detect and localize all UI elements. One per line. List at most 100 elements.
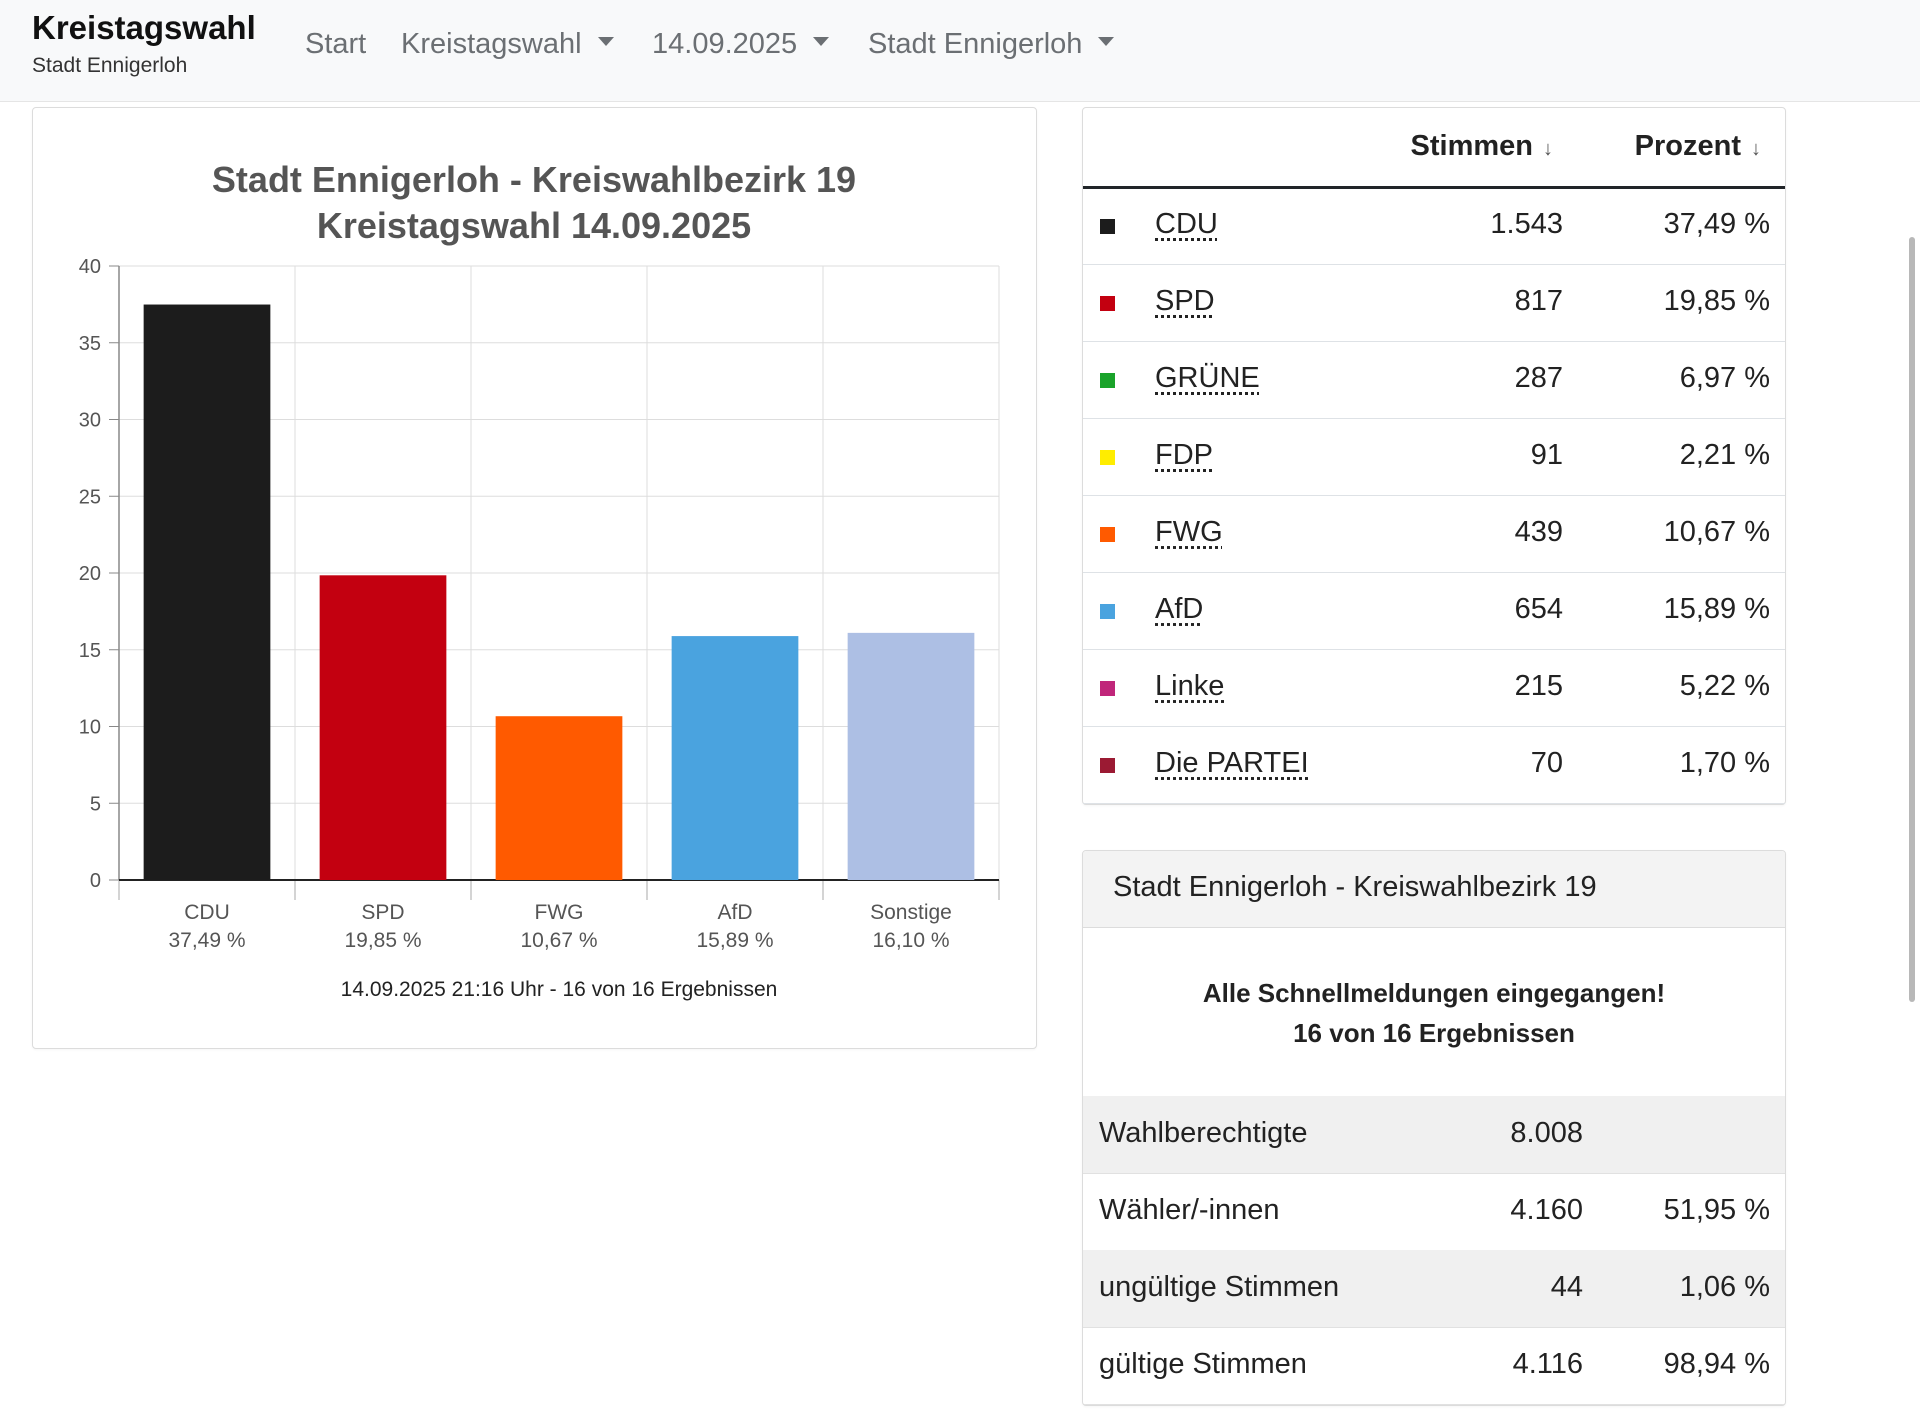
chevron-down-icon[interactable] xyxy=(597,36,614,46)
percent-header-label[interactable]: Prozent xyxy=(1634,130,1741,162)
party-color-swatch xyxy=(1100,527,1115,542)
table-row: CDU 1.543 37,49 % xyxy=(1083,188,1785,265)
chevron-down-icon[interactable] xyxy=(813,36,830,46)
nav-date-dropdown[interactable]: 14.09.2025 xyxy=(652,24,830,64)
brand-title[interactable]: Kreistagswahl xyxy=(32,9,256,46)
bar-spd xyxy=(319,575,447,880)
votes-header-label[interactable]: Stimmen xyxy=(1410,130,1533,162)
y-tick-label: 40 xyxy=(79,256,101,278)
table-row: Linke 215 5,22 % xyxy=(1083,650,1785,727)
x-category-label: SPD xyxy=(361,901,404,924)
summary-row-label: ungültige Stimmen xyxy=(1099,1271,1340,1303)
x-category-label: FWG xyxy=(535,901,584,924)
brand-subtitle[interactable]: Stadt Ennigerloh xyxy=(32,54,188,77)
votes-column-header[interactable]: Stimmen ↓ xyxy=(1411,130,1553,163)
y-tick-label: 15 xyxy=(79,640,101,662)
party-color-swatch xyxy=(1100,219,1115,234)
bar-chart: Stadt Ennigerloh - Kreiswahlbezirk 19 Kr… xyxy=(79,159,1000,1001)
summary-row: Wahlberechtigte 8.008 xyxy=(1083,1096,1785,1174)
party-votes: 1.543 xyxy=(1490,208,1563,240)
summary-row: gültige Stimmen 4.116 98,94 % xyxy=(1083,1327,1785,1405)
nav-area-dropdown[interactable]: Stadt Ennigerloh xyxy=(868,24,1115,64)
status-message-line2: 16 von 16 Ergebnissen xyxy=(1293,1018,1575,1048)
party-votes: 817 xyxy=(1514,285,1563,317)
party-votes: 215 xyxy=(1514,670,1563,702)
party-percent: 19,85 % xyxy=(1663,285,1770,317)
x-category-label: AfD xyxy=(717,901,752,924)
table-row: Die PARTEI 70 1,70 % xyxy=(1083,727,1785,804)
party-votes: 70 xyxy=(1530,747,1563,779)
party-color-swatch xyxy=(1100,373,1115,388)
party-name-link[interactable]: FWG xyxy=(1155,516,1223,548)
x-category-label: Sonstige xyxy=(870,901,952,924)
x-category-value-label: 19,85 % xyxy=(344,929,421,952)
summary-row-value: 4.160 xyxy=(1510,1194,1583,1226)
bar-afd xyxy=(671,636,799,880)
summary-row-percent: 51,95 % xyxy=(1663,1194,1770,1226)
bar-cdu xyxy=(143,304,271,880)
chart-title: Stadt Ennigerloh - Kreiswahlbezirk 19 xyxy=(212,159,856,200)
party-percent: 10,67 % xyxy=(1663,516,1770,548)
bar-sonstige xyxy=(847,632,975,880)
table-row: FWG 439 10,67 % xyxy=(1083,496,1785,573)
party-name-link[interactable]: AfD xyxy=(1155,593,1204,625)
party-color-swatch xyxy=(1100,681,1115,696)
summary-row-percent: 1,06 % xyxy=(1679,1271,1770,1303)
summary-header: Stadt Ennigerloh - Kreiswahlbezirk 19 xyxy=(1083,851,1785,928)
summary-card: Stadt Ennigerloh - Kreiswahlbezirk 19 Al… xyxy=(1082,850,1786,1406)
party-votes: 654 xyxy=(1514,593,1563,625)
y-tick-label: 5 xyxy=(90,793,101,815)
nav-election-label[interactable]: Kreistagswahl xyxy=(401,28,582,60)
table-row: FDP 91 2,21 % xyxy=(1083,419,1785,496)
y-tick-label: 35 xyxy=(79,333,101,355)
x-category-label: CDU xyxy=(184,901,230,924)
sort-arrow-icon[interactable]: ↓ xyxy=(1751,138,1761,160)
chart-footer: 14.09.2025 21:16 Uhr - 16 von 16 Ergebni… xyxy=(341,978,778,1001)
y-tick-label: 20 xyxy=(79,563,101,585)
party-name-link[interactable]: CDU xyxy=(1155,208,1218,240)
party-percent: 2,21 % xyxy=(1679,439,1770,471)
results-table: Stimmen ↓ Prozent ↓ CDU 1.543 37,49 % SPD 817 1… xyxy=(1082,107,1786,805)
summary-row: ungültige Stimmen 44 1,06 % xyxy=(1083,1250,1785,1328)
party-percent: 1,70 % xyxy=(1679,747,1770,779)
chevron-down-icon[interactable] xyxy=(1098,36,1115,46)
party-name-link[interactable]: FDP xyxy=(1155,439,1213,471)
nav-area-label[interactable]: Stadt Ennigerloh xyxy=(868,28,1083,60)
nav-start[interactable]: Start xyxy=(305,24,366,64)
party-name-link[interactable]: Die PARTEI xyxy=(1155,747,1309,779)
table-header: Stimmen ↓ Prozent ↓ xyxy=(1083,108,1785,189)
x-category-value-label: 15,89 % xyxy=(696,929,773,952)
table-row: AfD 654 15,89 % xyxy=(1083,573,1785,650)
status-message-line1: Alle Schnellmeldungen eingegangen! xyxy=(1202,978,1666,1008)
summary-row-label: gültige Stimmen xyxy=(1099,1348,1307,1380)
party-name-link[interactable]: Linke xyxy=(1155,670,1225,702)
chart-card: Stadt Ennigerloh - Kreiswahlbezirk 19 Kr… xyxy=(32,107,1037,1049)
brand[interactable]: Kreistagswahl Stadt Ennigerloh xyxy=(32,8,256,80)
party-percent: 6,97 % xyxy=(1679,362,1770,394)
summary-title: Stadt Ennigerloh - Kreiswahlbezirk 19 xyxy=(1113,871,1597,903)
nav-start-label[interactable]: Start xyxy=(305,28,367,60)
percent-column-header[interactable]: Prozent ↓ xyxy=(1635,130,1761,163)
page-scrollbar[interactable] xyxy=(1909,237,1915,1002)
bar-fwg xyxy=(495,716,623,880)
x-category-value-label: 37,49 % xyxy=(168,929,245,952)
status-message: Alle Schnellmeldungen eingegangen! 16 vo… xyxy=(1083,973,1785,1053)
summary-row-percent: 98,94 % xyxy=(1663,1348,1770,1380)
nav-election-dropdown[interactable]: Kreistagswahl xyxy=(401,24,614,64)
party-name-link[interactable]: GRÜNE xyxy=(1155,362,1260,394)
summary-row-value: 4.116 xyxy=(1512,1348,1583,1380)
nav-date-label[interactable]: 14.09.2025 xyxy=(652,28,798,60)
summary-row-label: Wähler/-innen xyxy=(1099,1194,1280,1226)
party-name-link[interactable]: SPD xyxy=(1155,285,1215,317)
party-color-swatch xyxy=(1100,604,1115,619)
summary-row: Wähler/-innen 4.160 51,95 % xyxy=(1083,1173,1785,1251)
party-percent: 5,22 % xyxy=(1679,670,1770,702)
party-percent: 15,89 % xyxy=(1663,593,1770,625)
party-color-swatch xyxy=(1100,450,1115,465)
chart-subtitle: Kreistagswahl 14.09.2025 xyxy=(317,205,751,246)
top-navbar: Kreistagswahl Stadt Ennigerloh Start Kre… xyxy=(0,0,1920,102)
sort-arrow-icon[interactable]: ↓ xyxy=(1543,138,1553,160)
party-percent: 37,49 % xyxy=(1663,208,1770,240)
summary-row-label: Wahlberechtigte xyxy=(1099,1117,1308,1149)
x-category-value-label: 10,67 % xyxy=(520,929,597,952)
